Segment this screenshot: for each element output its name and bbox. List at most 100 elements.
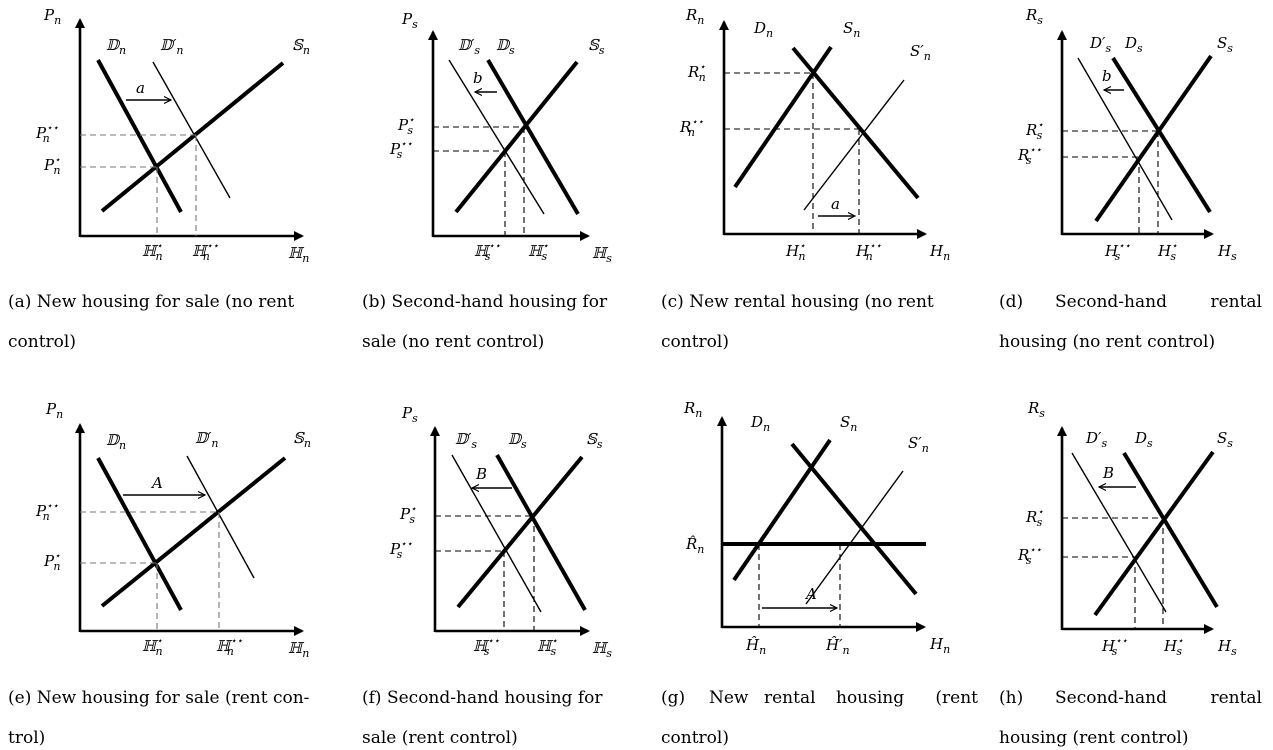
- panel-d-demand-curve: [1111, 56, 1212, 214]
- panel-c-q2-label: H⋆⋆ n: [855, 241, 882, 263]
- panel-c-q1-label: H⋆ n: [785, 241, 805, 263]
- panel-d-caption-line2: housing (no rent control): [999, 332, 1215, 352]
- panel-d-demand-shift-curve: [1077, 57, 1173, 221]
- panel-a-supply-label: 𝕊n: [292, 36, 310, 57]
- panel-a-p1-label: P⋆ n: [43, 155, 60, 177]
- panel-g-x-axis-label: Hn: [929, 635, 950, 656]
- panel-g-y-axis-label: Rn: [683, 399, 702, 420]
- panel-b-x-axis-label: ℍs: [592, 244, 612, 265]
- panel-h-p1-label: R⋆ s: [1025, 507, 1044, 529]
- panel-d-supply-label: Ss: [1217, 34, 1233, 55]
- panel-h-supply-curve: [1093, 450, 1215, 617]
- panel-a-demand-shift-label: 𝔻′n: [160, 36, 184, 57]
- panel-a-caption-line1: (a) New housing for sale (no rent: [8, 292, 294, 312]
- panel-d-x-axis-label: Hs: [1217, 242, 1237, 263]
- panel-h-demand-shift-label: D′s: [1085, 429, 1107, 450]
- panel-c-supply-label: Sn: [843, 19, 860, 40]
- panel-g-shift-label: A: [804, 585, 817, 603]
- panel-g-supply-curve: [732, 438, 832, 582]
- panel-e-p1-label: P⋆ n: [43, 551, 60, 573]
- panel-f-shift-label: B: [475, 465, 487, 483]
- panel-d-p1-label: R⋆ s: [1025, 120, 1044, 142]
- panel-h-demand-curve: [1122, 451, 1219, 609]
- panel-a-y-axis-label: Pn: [43, 6, 61, 27]
- panel-g-caption-line2: control): [661, 728, 729, 748]
- panel-a-p2-label: P⋆⋆ n: [35, 123, 59, 145]
- panel-c-caption-line2: control): [661, 332, 729, 352]
- panel-e-q1-label: ℍ⋆ n: [142, 636, 163, 658]
- panel-g-q2-label: Ĥ′n: [825, 636, 850, 657]
- panel-c-p2-label: R⋆⋆ n: [679, 117, 704, 139]
- panel-d: b Rs Hs D′s Ds Ss R⋆ s R⋆⋆ s H⋆⋆ s H⋆ s (d) …: [999, 6, 1262, 352]
- panel-h-caption-word1: (h): [999, 688, 1023, 708]
- panel-e-demand-shift-curve: [186, 455, 255, 579]
- panel-h-q2-label: H⋆⋆ s: [1101, 636, 1128, 658]
- panel-d-p2-label: R⋆⋆ s: [1017, 145, 1042, 167]
- panel-c-demand-curve: [791, 46, 920, 200]
- panel-h-p2-label: R⋆⋆ s: [1017, 545, 1042, 567]
- panel-g: A Rn Hn Dn Sn S′n R̂n Ĥn Ĥ′n (g) New ren…: [661, 399, 978, 748]
- panel-c-supply-shift-curve: [803, 79, 905, 211]
- panel-e-demand-curve: [96, 457, 183, 611]
- panel-d-caption-word3: rental: [1210, 292, 1262, 312]
- panel-a-demand-curve: [96, 59, 183, 213]
- panel-c-demand-label: Dn: [753, 19, 773, 40]
- panel-d-demand-shift-label: D′s: [1089, 34, 1111, 55]
- panel-e-caption-line2: trol): [8, 728, 45, 748]
- panel-b-q2-label: ℍ⋆⋆ s: [474, 241, 501, 263]
- panel-g-demand-curve: [790, 442, 918, 596]
- panel-f-demand-shift-curve: [451, 454, 542, 613]
- panel-h-demand-shift-curve: [1071, 452, 1167, 613]
- panel-d-caption-word1: (d): [999, 292, 1023, 312]
- panel-e-shift-label: A: [150, 474, 163, 492]
- panel-a-q1-label: ℍ⋆ n: [142, 241, 163, 263]
- panel-f-caption-line1: (f) Second-hand housing for: [362, 688, 603, 708]
- panel-e-x-axis-label: ℍn: [288, 639, 309, 660]
- panel-h: B Rs Hs D′s Ds Ss R⋆ s R⋆⋆ s H⋆⋆ s H⋆ s (h) …: [999, 399, 1262, 748]
- panel-f-caption-line2: sale (rent control): [362, 728, 518, 748]
- panel-c-supply-shift-label: S′n: [910, 42, 931, 63]
- panel-a-supply-curve: [100, 61, 285, 213]
- panel-f: B Ps ℍs 𝔻′s 𝔻s 𝕊s P⋆ s P⋆⋆ s ℍ⋆⋆ s ℍ⋆ s (f) …: [362, 404, 612, 748]
- panel-g-caption-word4: housing: [836, 688, 904, 708]
- panel-g-q1-label: Ĥn: [745, 636, 766, 657]
- panel-d-q2-label: H⋆⋆ s: [1104, 241, 1131, 263]
- panel-e-supply-curve: [100, 456, 287, 608]
- panel-g-caption-word5: (rent: [935, 688, 978, 708]
- panel-c-p1-label: R⋆ n: [687, 62, 706, 84]
- panel-h-shift-label: B: [1102, 464, 1114, 482]
- panel-b-supply-label: 𝕊s: [588, 36, 605, 57]
- panel-h-y-axis-label: Rs: [1027, 399, 1045, 420]
- panel-b-shift-label: b: [473, 69, 483, 87]
- panel-f-x-axis-label: ℍs: [592, 639, 612, 660]
- panel-b-y-axis-label: Ps: [401, 10, 418, 31]
- panel-b-caption-line1: (b) Second-hand housing for: [362, 292, 608, 312]
- panel-f-p1-label: P⋆ s: [399, 504, 416, 526]
- panel-e-demand-label: 𝔻n: [106, 431, 126, 452]
- panel-a-x-axis-label: ℍn: [288, 244, 309, 265]
- panel-f-demand-label: 𝔻s: [508, 430, 527, 451]
- panel-f-demand-curve: [495, 454, 587, 611]
- panel-d-y-axis-label: Rs: [1025, 6, 1043, 27]
- panel-b-p1-label: P⋆ s: [397, 115, 414, 137]
- panel-b-supply-curve: [454, 60, 579, 214]
- panel-h-caption-word3: rental: [1210, 688, 1262, 708]
- panel-c: a Rn Hn Dn Sn S′n R⋆ n R⋆⋆ n H⋆ n H⋆⋆ n (c) …: [661, 6, 950, 352]
- panel-f-q2-label: ℍ⋆⋆ s: [473, 636, 500, 658]
- panel-d-caption-word2: Second-hand: [1055, 292, 1167, 312]
- panel-f-y-axis-label: Ps: [401, 404, 418, 425]
- panel-g-caption-word1: (g): [661, 688, 685, 708]
- panel-e-q2-label: ℍ⋆⋆ n: [216, 636, 243, 658]
- panel-c-y-axis-label: Rn: [685, 6, 704, 27]
- panel-g-demand-label: Dn: [750, 413, 770, 434]
- panel-h-demand-label: Ds: [1134, 429, 1153, 450]
- panel-e-y-axis-label: Pn: [45, 400, 63, 421]
- panel-c-supply-curve: [733, 45, 833, 189]
- panel-f-q1-label: ℍ⋆ s: [537, 636, 557, 658]
- panel-d-q1-label: H⋆ s: [1157, 241, 1177, 263]
- panel-c-caption-line1: (c) New rental housing (no rent: [661, 292, 934, 312]
- panel-a-caption-line2: control): [8, 332, 76, 352]
- panel-b: b Ps ℍs 𝔻′s 𝔻s 𝕊s P⋆ s P⋆⋆ s ℍ⋆⋆ s ℍ⋆ s (b) …: [362, 10, 612, 352]
- panel-a-shift-label: a: [136, 79, 145, 97]
